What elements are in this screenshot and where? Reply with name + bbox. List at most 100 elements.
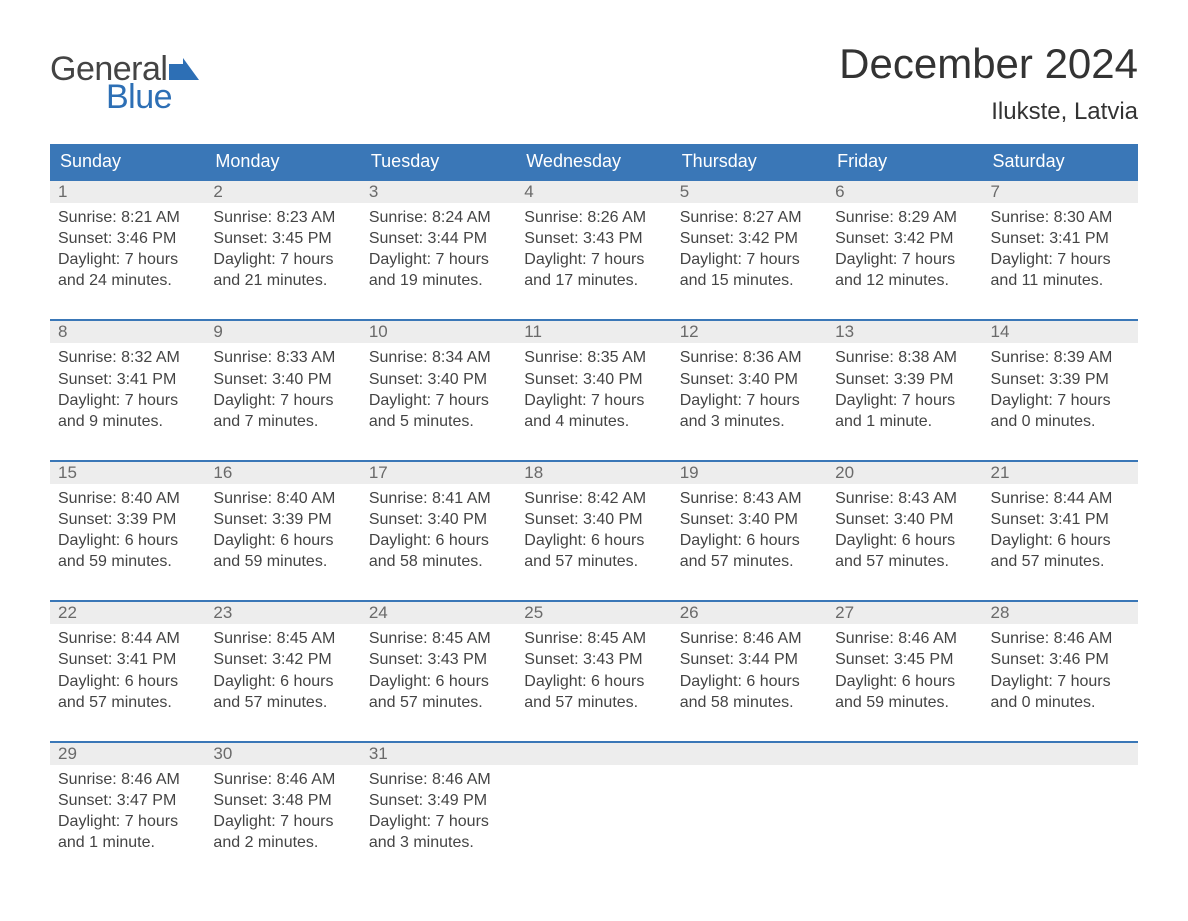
weekday-header: Saturday [983,144,1138,180]
day-body-empty [983,765,1138,855]
day-line-sr: Sunrise: 8:30 AM [991,207,1130,228]
day-body: Sunrise: 8:46 AMSunset: 3:46 PMDaylight:… [983,624,1138,740]
location-label: Ilukste, Latvia [839,98,1138,126]
day-line-sr: Sunrise: 8:41 AM [369,488,508,509]
day-line-sr: Sunrise: 8:44 AM [991,488,1130,509]
day-line-d1: Daylight: 6 hours [58,671,197,692]
day-line-d2: and 4 minutes. [524,411,663,432]
day-line-d1: Daylight: 7 hours [213,249,352,270]
day-line-sr: Sunrise: 8:40 AM [213,488,352,509]
day-line-d1: Daylight: 6 hours [369,530,508,551]
day-body: Sunrise: 8:44 AMSunset: 3:41 PMDaylight:… [50,624,205,740]
day-line-sr: Sunrise: 8:45 AM [369,628,508,649]
day-line-ss: Sunset: 3:43 PM [524,228,663,249]
calendar-day-cell [983,742,1138,881]
day-line-d1: Daylight: 6 hours [835,671,974,692]
day-line-ss: Sunset: 3:45 PM [835,649,974,670]
day-body: Sunrise: 8:38 AMSunset: 3:39 PMDaylight:… [827,343,982,459]
day-line-ss: Sunset: 3:40 PM [680,509,819,530]
day-body: Sunrise: 8:45 AMSunset: 3:43 PMDaylight:… [516,624,671,740]
day-line-d2: and 57 minutes. [524,551,663,572]
day-number: 6 [827,181,982,203]
day-line-ss: Sunset: 3:40 PM [524,509,663,530]
day-body: Sunrise: 8:45 AMSunset: 3:43 PMDaylight:… [361,624,516,740]
header: General Blue December 2024 Ilukste, Latv… [50,40,1138,126]
calendar-day-cell: 18Sunrise: 8:42 AMSunset: 3:40 PMDayligh… [516,461,671,601]
calendar-day-cell: 21Sunrise: 8:44 AMSunset: 3:41 PMDayligh… [983,461,1138,601]
day-number: 13 [827,321,982,343]
day-number: 11 [516,321,671,343]
day-line-d2: and 5 minutes. [369,411,508,432]
day-body: Sunrise: 8:46 AMSunset: 3:47 PMDaylight:… [50,765,205,881]
calendar-day-cell: 26Sunrise: 8:46 AMSunset: 3:44 PMDayligh… [672,601,827,741]
day-body: Sunrise: 8:34 AMSunset: 3:40 PMDaylight:… [361,343,516,459]
day-line-sr: Sunrise: 8:21 AM [58,207,197,228]
day-line-sr: Sunrise: 8:46 AM [369,769,508,790]
day-number: 3 [361,181,516,203]
day-line-d1: Daylight: 7 hours [835,390,974,411]
calendar-table: Sunday Monday Tuesday Wednesday Thursday… [50,144,1138,881]
day-number: 4 [516,181,671,203]
calendar-day-cell: 28Sunrise: 8:46 AMSunset: 3:46 PMDayligh… [983,601,1138,741]
day-body: Sunrise: 8:43 AMSunset: 3:40 PMDaylight:… [672,484,827,600]
weekday-header-row: Sunday Monday Tuesday Wednesday Thursday… [50,144,1138,180]
calendar-day-cell: 11Sunrise: 8:35 AMSunset: 3:40 PMDayligh… [516,320,671,460]
day-line-sr: Sunrise: 8:43 AM [835,488,974,509]
day-number: 5 [672,181,827,203]
calendar-day-cell: 19Sunrise: 8:43 AMSunset: 3:40 PMDayligh… [672,461,827,601]
day-line-ss: Sunset: 3:46 PM [58,228,197,249]
day-line-ss: Sunset: 3:39 PM [213,509,352,530]
calendar-day-cell: 23Sunrise: 8:45 AMSunset: 3:42 PMDayligh… [205,601,360,741]
month-title: December 2024 [839,40,1138,88]
day-number: 21 [983,462,1138,484]
day-body: Sunrise: 8:44 AMSunset: 3:41 PMDaylight:… [983,484,1138,600]
day-body: Sunrise: 8:35 AMSunset: 3:40 PMDaylight:… [516,343,671,459]
calendar-day-cell: 14Sunrise: 8:39 AMSunset: 3:39 PMDayligh… [983,320,1138,460]
day-number: 19 [672,462,827,484]
day-number: 22 [50,602,205,624]
day-line-d1: Daylight: 7 hours [369,390,508,411]
day-body: Sunrise: 8:46 AMSunset: 3:44 PMDaylight:… [672,624,827,740]
day-line-d1: Daylight: 7 hours [991,390,1130,411]
weekday-header: Sunday [50,144,205,180]
day-number-empty [672,743,827,765]
day-line-d1: Daylight: 7 hours [213,811,352,832]
calendar-day-cell: 4Sunrise: 8:26 AMSunset: 3:43 PMDaylight… [516,180,671,320]
day-number: 12 [672,321,827,343]
title-block: December 2024 Ilukste, Latvia [839,40,1138,126]
day-line-ss: Sunset: 3:39 PM [991,369,1130,390]
logo-text-blue: Blue [106,80,199,114]
calendar-day-cell: 6Sunrise: 8:29 AMSunset: 3:42 PMDaylight… [827,180,982,320]
day-line-d1: Daylight: 7 hours [991,671,1130,692]
day-line-d2: and 3 minutes. [369,832,508,853]
day-line-d1: Daylight: 6 hours [213,530,352,551]
day-body: Sunrise: 8:36 AMSunset: 3:40 PMDaylight:… [672,343,827,459]
calendar-day-cell: 7Sunrise: 8:30 AMSunset: 3:41 PMDaylight… [983,180,1138,320]
day-body: Sunrise: 8:40 AMSunset: 3:39 PMDaylight:… [50,484,205,600]
day-number: 17 [361,462,516,484]
day-line-sr: Sunrise: 8:23 AM [213,207,352,228]
day-line-d2: and 21 minutes. [213,270,352,291]
day-line-ss: Sunset: 3:39 PM [58,509,197,530]
calendar-day-cell: 22Sunrise: 8:44 AMSunset: 3:41 PMDayligh… [50,601,205,741]
day-line-sr: Sunrise: 8:43 AM [680,488,819,509]
day-body: Sunrise: 8:40 AMSunset: 3:39 PMDaylight:… [205,484,360,600]
calendar-week-row: 29Sunrise: 8:46 AMSunset: 3:47 PMDayligh… [50,742,1138,881]
day-line-d1: Daylight: 7 hours [524,390,663,411]
day-line-d1: Daylight: 7 hours [991,249,1130,270]
day-number: 2 [205,181,360,203]
day-body: Sunrise: 8:32 AMSunset: 3:41 PMDaylight:… [50,343,205,459]
calendar-day-cell: 8Sunrise: 8:32 AMSunset: 3:41 PMDaylight… [50,320,205,460]
calendar-day-cell [827,742,982,881]
day-line-ss: Sunset: 3:40 PM [213,369,352,390]
day-line-sr: Sunrise: 8:45 AM [213,628,352,649]
day-line-sr: Sunrise: 8:46 AM [58,769,197,790]
day-line-d2: and 7 minutes. [213,411,352,432]
weekday-header: Wednesday [516,144,671,180]
day-line-d1: Daylight: 7 hours [680,390,819,411]
day-line-d2: and 24 minutes. [58,270,197,291]
day-line-d2: and 15 minutes. [680,270,819,291]
day-line-d1: Daylight: 7 hours [524,249,663,270]
calendar-week-row: 22Sunrise: 8:44 AMSunset: 3:41 PMDayligh… [50,601,1138,741]
calendar-day-cell: 24Sunrise: 8:45 AMSunset: 3:43 PMDayligh… [361,601,516,741]
